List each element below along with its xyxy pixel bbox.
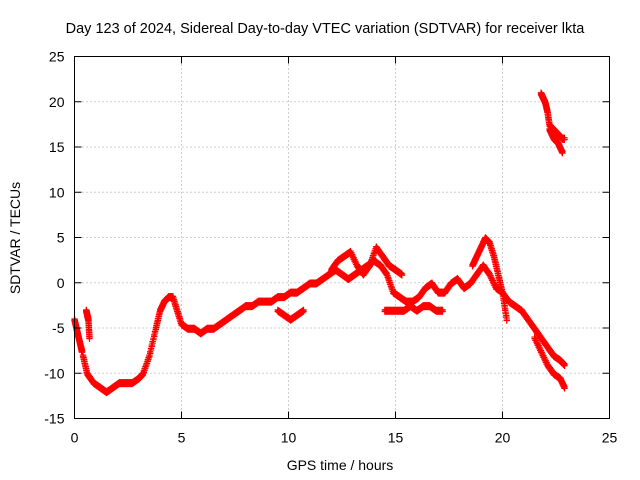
data-point [439,308,446,315]
data-point [86,335,93,342]
data-point [151,333,158,340]
x-tick-label: 15 [388,430,404,446]
series-upper-branch [328,243,406,279]
data-point [148,343,156,350]
plot-data [71,89,568,397]
y-axis-label: SDTVAR / TECUs [7,182,23,294]
x-axis-label: GPS time / hours [287,457,394,473]
data-point [561,362,568,369]
data-point [561,136,568,143]
data-point [151,329,159,337]
data-point [398,272,406,279]
y-tick-label: -5 [52,320,65,336]
axis-ticks: 0 5 10 15 20 25 -15 -10 -5 0 5 10 15 20 25 [44,49,617,446]
y-tick-label: 10 [49,184,65,200]
series-late-low [531,333,568,392]
y-tick-label: -10 [44,365,64,381]
grid-lines [74,56,610,419]
data-point [150,336,157,343]
data-point [146,353,153,360]
y-tick-label: 0 [57,275,65,291]
series-dip-branch [274,306,307,324]
data-point [561,385,568,392]
y-tick-label: 15 [49,139,65,155]
x-tick-label: 10 [281,430,297,446]
series-late-high-lower [546,125,566,157]
series-early-spike [83,306,93,342]
x-tick-label: 20 [495,430,511,446]
data-point [78,349,86,356]
y-tick-label: 20 [49,94,65,110]
x-tick-label: 0 [71,430,79,446]
data-point [559,149,566,157]
x-tick-label: 5 [178,430,186,446]
data-point [149,339,156,347]
data-point [147,346,155,354]
y-tick-label: 5 [57,230,65,246]
data-point [300,308,307,315]
y-tick-label: 25 [49,49,65,65]
series-lower-branch [381,302,446,315]
series-peak [469,234,510,324]
series-late-high [537,89,568,143]
data-point [147,350,154,357]
data-point [503,317,510,324]
y-tick-label: -15 [44,411,64,427]
chart-title: Day 123 of 2024, Sidereal Day-to-day VTE… [66,21,586,37]
x-tick-label: 25 [602,430,618,446]
